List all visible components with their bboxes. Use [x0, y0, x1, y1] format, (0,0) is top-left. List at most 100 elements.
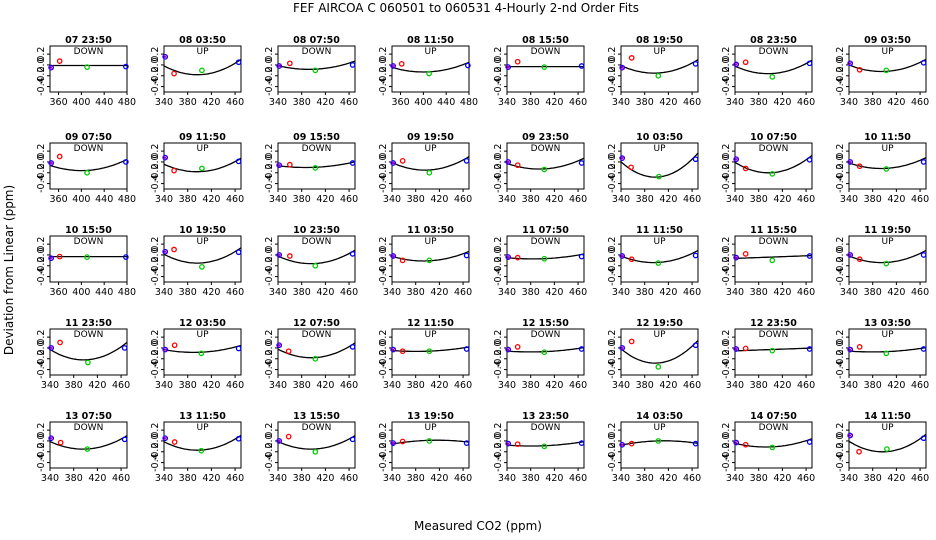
x-tick-label: 380 — [750, 97, 768, 108]
x-tick-label: 420 — [773, 473, 791, 484]
panel-title: 10 03:50 — [636, 132, 683, 143]
start-marker — [847, 60, 853, 66]
panel-title: 13 19:50 — [407, 411, 454, 422]
y-tick-label: 0.2 — [36, 237, 47, 252]
y-tick-label: 0.2 — [36, 144, 47, 159]
y-tick-label: -0.4 — [835, 453, 846, 472]
panel-title: 13 11:50 — [179, 411, 226, 422]
x-tick-label: 420 — [316, 380, 334, 391]
x-tick-label: 460 — [226, 473, 244, 484]
y-tick-label: 0.0 — [835, 57, 846, 72]
y-tick-label: -0.2 — [150, 66, 161, 85]
data-point — [286, 60, 293, 67]
start-marker — [619, 345, 625, 351]
start-marker — [619, 155, 625, 161]
y-tick-label: 0.0 — [835, 247, 846, 262]
data-point — [84, 446, 91, 452]
y-tick-label: -0.2 — [721, 163, 732, 182]
panel-title: 11 07:50 — [522, 225, 569, 236]
data-point — [199, 165, 205, 172]
y-tick-label: -0.2 — [36, 349, 47, 368]
x-tick-label: 360 — [49, 97, 67, 108]
data-point — [285, 433, 292, 440]
y-tick-label: 0.2 — [150, 237, 161, 252]
x-tick-label: 380 — [522, 287, 540, 298]
panel-frame — [163, 421, 242, 469]
panel-title: 13 07:50 — [65, 411, 112, 422]
start-marker — [390, 440, 396, 446]
data-point — [349, 344, 356, 350]
panel-title: 08 23:50 — [750, 35, 797, 46]
y-tick-label: -0.4 — [264, 453, 275, 472]
panel-title: 12 15:50 — [522, 318, 569, 329]
panel-mode-label: UP — [653, 237, 666, 247]
panel-title: 14 11:50 — [864, 411, 911, 422]
x-tick-label: 400 — [72, 97, 90, 108]
data-point — [541, 349, 548, 356]
y-tick-label: 0.2 — [835, 144, 846, 159]
panel-mode-label: DOWN — [302, 423, 332, 433]
y-tick-label: -0.2 — [721, 66, 732, 85]
x-tick-label: 380 — [407, 473, 425, 484]
x-tick-label: 340 — [840, 473, 858, 484]
x-tick-label: 340 — [155, 194, 173, 205]
x-tick-label: 380 — [750, 380, 768, 391]
x-tick-label: 460 — [683, 380, 701, 391]
x-tick-label: 420 — [88, 380, 106, 391]
start-marker — [505, 159, 511, 165]
x-tick-label: 460 — [911, 97, 929, 108]
data-point — [856, 256, 863, 263]
data-point — [57, 339, 63, 346]
y-tick-label: -0.2 — [264, 256, 275, 275]
x-tick-label: 340 — [498, 473, 516, 484]
x-tick-label: 460 — [340, 287, 358, 298]
x-tick-label: 380 — [293, 473, 311, 484]
x-tick-label: 460 — [112, 380, 130, 391]
data-point — [628, 256, 635, 263]
x-tick-label: 400 — [72, 194, 90, 205]
fit-curve — [620, 152, 699, 178]
x-tick-label: 460 — [569, 97, 587, 108]
y-tick-label: -0.2 — [493, 256, 504, 275]
y-tick-label: 0.0 — [150, 340, 161, 355]
start-marker — [48, 160, 54, 166]
fit-curve — [391, 250, 470, 262]
y-tick-label: 0.2 — [36, 330, 47, 345]
data-point — [514, 58, 521, 65]
start-marker — [162, 435, 168, 441]
data-point — [162, 53, 169, 60]
y-tick-label: -0.2 — [721, 349, 732, 368]
data-point — [390, 440, 397, 446]
x-tick-label: 380 — [636, 194, 654, 205]
x-tick-label: 340 — [498, 97, 516, 108]
y-tick-label: 0.2 — [264, 330, 275, 345]
y-tick-label: -0.2 — [36, 163, 47, 182]
panel-frame — [391, 142, 470, 190]
panel-mode-label: UP — [196, 47, 209, 57]
data-point — [578, 160, 585, 166]
panel-title: 09 15:50 — [293, 132, 340, 143]
fit-curve — [506, 346, 585, 353]
x-tick-label: 460 — [797, 473, 815, 484]
y-tick-label: -0.4 — [36, 453, 47, 472]
data-point — [84, 169, 90, 176]
panel-frame — [848, 421, 927, 469]
x-tick-label: 440 — [437, 97, 455, 108]
y-tick-label: -0.2 — [835, 256, 846, 275]
panel-title: 07 23:50 — [65, 35, 112, 46]
x-tick-label: 340 — [726, 473, 744, 484]
y-tick-label: -0.2 — [150, 163, 161, 182]
data-point — [171, 246, 177, 253]
y-tick-label: -0.4 — [150, 360, 161, 379]
panel-title: 13 03:50 — [864, 318, 911, 329]
panel-title: 10 23:50 — [293, 225, 340, 236]
x-tick-label: 460 — [797, 194, 815, 205]
y-tick-label: -0.4 — [493, 77, 504, 96]
